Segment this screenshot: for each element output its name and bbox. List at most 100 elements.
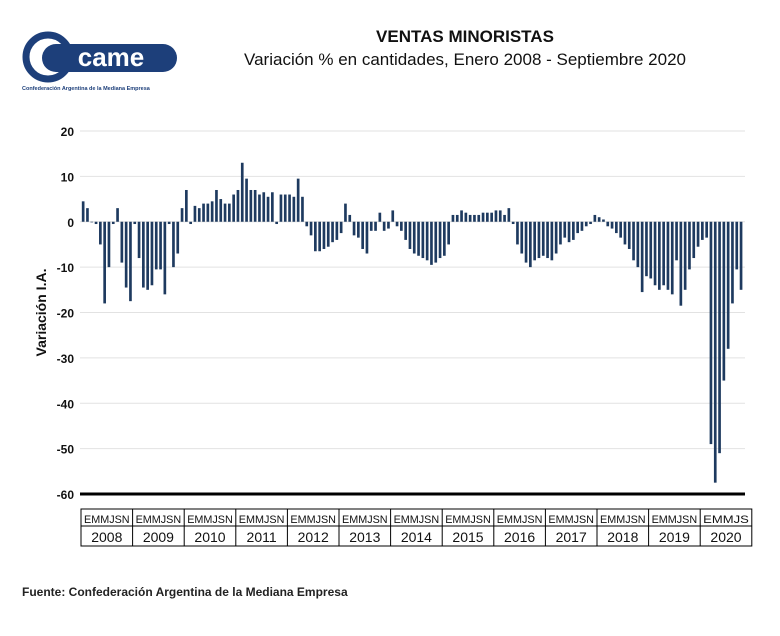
y-axis-label: Variación I.A. [33, 269, 49, 357]
bar-2018-m12 [645, 221, 648, 277]
bar-2016-m2 [498, 210, 502, 222]
bar-2019-m3 [658, 221, 661, 290]
bar-2009-m1 [133, 221, 137, 225]
bar-2016-m8 [524, 221, 528, 263]
bar-2015-m3 [451, 214, 455, 222]
bar-2008-m7 [107, 221, 111, 268]
bar-2015-m7 [468, 214, 472, 222]
bar-2012-m12 [335, 221, 339, 240]
bar-2017-m11 [589, 221, 592, 225]
bar-2009-m11 [176, 221, 180, 254]
bar-2009-m8 [163, 221, 167, 295]
bar-2020-m8 [731, 221, 734, 304]
bar-2014-m4 [404, 221, 407, 240]
bar-2019-m4 [662, 221, 665, 286]
bar-2015-m12 [490, 212, 493, 222]
bar-2010-m7 [210, 201, 214, 222]
bar-2010-m3 [193, 205, 197, 222]
bar-2019-m11 [692, 221, 696, 259]
month-initials-label: EMMJSN [84, 514, 130, 526]
bar-2008-m2 [86, 208, 89, 222]
bar-2020-m9 [735, 221, 739, 270]
y-tick-label: 10 [61, 170, 75, 184]
bar-2010-m1 [185, 189, 188, 222]
bar-2009-m7 [159, 221, 162, 270]
bar-2011-m7 [262, 192, 266, 222]
bar-2014-m10 [430, 221, 433, 265]
bar-2010-m12 [232, 194, 235, 222]
month-initials-label: EMMJSN [342, 514, 388, 526]
bar-2020-m4 [713, 221, 717, 483]
bar-2019-m1 [649, 221, 653, 279]
bar-2017-m9 [580, 221, 584, 231]
year-label: 2016 [504, 529, 535, 545]
bar-2013-m3 [348, 214, 352, 222]
bar-2008-m12 [129, 221, 132, 302]
bar-2009-m6 [154, 221, 158, 270]
bar-2015-m2 [447, 221, 450, 245]
logo-wordmark: came [78, 42, 145, 72]
y-tick-label: 20 [61, 125, 75, 139]
bar-2018-m5 [615, 221, 618, 234]
bar-2018-m1 [597, 217, 601, 222]
bar-2008-m3 [90, 221, 94, 223]
bar-2016-m5 [511, 221, 515, 225]
bar-2017-m3 [554, 221, 558, 254]
bar-2018-m7 [623, 221, 627, 245]
bar-2012-m4 [301, 196, 304, 222]
bar-2009-m9 [167, 221, 171, 225]
bar-2009-m2 [137, 221, 141, 259]
bar-2016-m11 [537, 221, 541, 259]
bar-2016-m4 [507, 208, 511, 222]
bar-2015-m11 [486, 212, 489, 222]
year-label: 2008 [91, 529, 122, 545]
bar-2008-m5 [99, 221, 102, 245]
bar-2015-m10 [481, 212, 485, 222]
bar-2011-m1 [236, 189, 240, 222]
bar-2010-m6 [206, 203, 210, 222]
bar-2008-m1 [81, 201, 85, 222]
bar-2016-m10 [533, 221, 536, 261]
bar-2012-m8 [318, 221, 321, 252]
bar-2019-m10 [688, 221, 691, 270]
bar-2011-m12 [283, 194, 287, 222]
bar-2012-m7 [314, 221, 317, 252]
month-initials-label: EMMJSN [548, 514, 594, 526]
bar-2009-m5 [150, 221, 154, 286]
year-label: 2019 [659, 529, 690, 545]
bar-2012-m6 [309, 221, 313, 236]
bar-2013-m7 [365, 221, 369, 254]
bar-2018-m9 [632, 221, 635, 261]
bar-2018-m2 [602, 219, 605, 222]
bar-2017-m10 [584, 221, 588, 227]
bar-2014-m12 [438, 221, 442, 259]
bar-2018-m11 [640, 221, 644, 293]
bar-2011-m8 [266, 196, 270, 222]
bar-2013-m2 [344, 203, 347, 222]
y-tick-label: 0 [67, 216, 74, 230]
bar-2011-m9 [271, 192, 274, 222]
bar-2008-m9 [116, 208, 119, 222]
bar-2020-m2 [705, 221, 708, 238]
bar-2013-m5 [357, 221, 360, 238]
bar-2016-m12 [541, 221, 545, 256]
bar-2014-m1 [391, 210, 395, 222]
bar-2019-m5 [666, 221, 670, 290]
bar-2008-m11 [124, 221, 128, 288]
bar-2015-m8 [473, 214, 476, 222]
bar-2014-m6 [412, 221, 416, 254]
bar-2020-m1 [701, 221, 704, 240]
bar-2012-m3 [296, 178, 300, 222]
bar-2016-m1 [494, 210, 498, 222]
bar-2017-m12 [593, 214, 597, 222]
bar-2016-m9 [529, 221, 532, 268]
year-label: 2009 [143, 529, 174, 545]
bar-2010-m10 [223, 203, 227, 222]
year-label: 2010 [194, 529, 225, 545]
bar-2009-m4 [146, 221, 149, 290]
bar-2014-m8 [421, 221, 425, 259]
y-tick-label: -50 [57, 443, 75, 457]
year-table-frame [80, 508, 753, 547]
came-logo: came [22, 31, 177, 83]
